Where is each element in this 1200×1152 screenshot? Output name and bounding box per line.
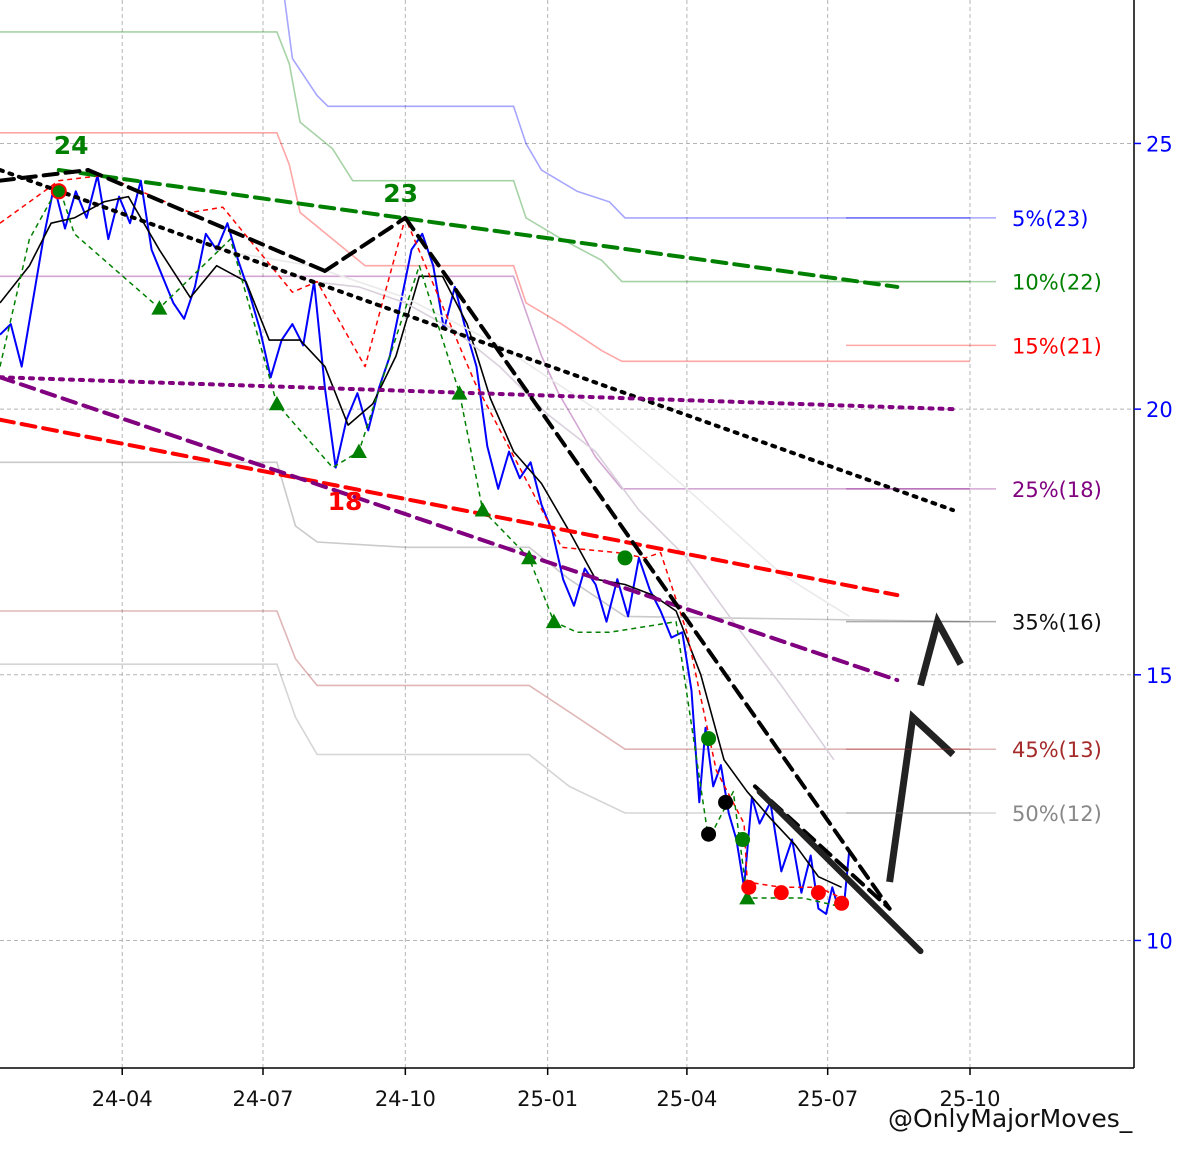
grid <box>0 0 1134 1068</box>
level-label: 10%(22) <box>1012 271 1102 295</box>
x-tick-label: 24-07 <box>232 1087 293 1111</box>
level-label: 25%(18) <box>1012 478 1102 502</box>
level-step-line <box>0 31 970 283</box>
pivot-triangle-marker <box>151 300 168 315</box>
pivot-value-label: 23 <box>383 179 418 208</box>
pivot-circle-marker <box>617 550 633 566</box>
series-line <box>0 185 850 910</box>
level-label: 15%(21) <box>1012 334 1102 358</box>
pivot-circle-marker <box>810 885 826 901</box>
level-labels: 5%(23) 10%(22) 15%(21) 25%(18) 35%(16) 45%(13… <box>846 207 1102 826</box>
y-tick-label: 15 <box>1146 664 1173 688</box>
level-step-line <box>0 275 970 490</box>
pivot-circle-marker <box>834 895 850 911</box>
series-line <box>310 280 835 761</box>
trendline <box>0 417 900 598</box>
x-tick-label: 25-04 <box>656 1087 717 1111</box>
level-step-line <box>0 132 970 363</box>
pivot-triangle-marker <box>451 385 468 400</box>
pivot-circle-marker <box>773 885 789 901</box>
trendline <box>0 375 955 412</box>
level-label: 35%(16) <box>1012 611 1102 635</box>
trendline <box>56 168 900 289</box>
x-tick-label: 24-04 <box>92 1087 153 1111</box>
x-tick-label: 25-07 <box>797 1087 858 1111</box>
trendline <box>0 168 955 513</box>
level-step-line <box>283 0 970 219</box>
x-tick-label: 25-01 <box>517 1087 578 1111</box>
pivot-annotations: 24 23 18 <box>54 131 418 516</box>
percentile-level-steps <box>0 0 971 814</box>
projection-arrow <box>917 612 964 687</box>
axes: 24-04 24-07 24-10 25-01 25-04 25-07 25-10 10 15 2… <box>0 0 1173 1111</box>
trendline <box>403 215 892 911</box>
trendlines <box>0 168 964 955</box>
trendline <box>756 788 924 955</box>
y-tick-label: 10 <box>1146 929 1173 953</box>
y-tick-label: 25 <box>1146 132 1173 156</box>
level-label: 45%(13) <box>1012 738 1102 762</box>
pivot-triangle-marker <box>739 889 756 905</box>
level-step-line <box>0 610 970 751</box>
level-label: 50%(12) <box>1012 802 1102 826</box>
pivot-circle-marker <box>735 832 751 848</box>
pivot-circle-marker <box>50 183 67 200</box>
pivot-triangle-marker <box>545 613 562 629</box>
projection-arrow <box>886 710 956 883</box>
series-line <box>0 174 842 899</box>
x-tick-label: 25-10 <box>939 1087 1000 1111</box>
pivot-triangle-marker <box>521 549 538 565</box>
pivot-value-label: 24 <box>54 131 89 160</box>
pivot-triangle-marker <box>268 395 285 411</box>
pivot-circle-marker <box>741 879 757 895</box>
pivot-triangle-marker <box>350 443 367 459</box>
trendline <box>322 215 408 273</box>
x-tick-label: 24-10 <box>375 1087 436 1111</box>
pivot-circle-marker <box>701 826 717 842</box>
pivot-value-label: 18 <box>328 487 363 516</box>
pivot-circle-marker <box>718 794 734 810</box>
y-tick-label: 20 <box>1146 398 1173 422</box>
pivot-triangle-marker <box>474 502 491 517</box>
pivot-markers <box>50 183 850 911</box>
series-line <box>0 195 842 889</box>
watermark: @OnlyMajorMoves_ <box>888 1104 1133 1133</box>
level-label: 5%(23) <box>1012 207 1088 231</box>
level-step-line <box>0 461 971 623</box>
pivot-circle-marker <box>701 731 717 747</box>
trendline <box>86 168 327 273</box>
trendline <box>0 375 900 683</box>
level-step-line <box>0 663 970 814</box>
trendline <box>0 168 91 183</box>
